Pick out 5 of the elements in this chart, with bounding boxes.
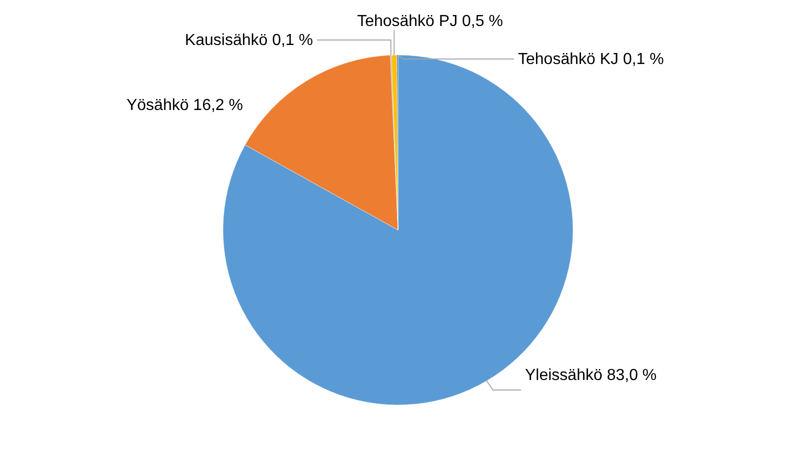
slice-label: Tehosähkö PJ 0,5 % xyxy=(357,13,503,30)
slice-label: Yleissähkö 83,0 % xyxy=(525,367,657,384)
slice-label: Yösähkö 16,2 % xyxy=(126,97,243,114)
slice-label: Kausisähkö 0,1 % xyxy=(184,32,313,49)
slice-label: Tehosähkö KJ 0,1 % xyxy=(518,51,664,68)
